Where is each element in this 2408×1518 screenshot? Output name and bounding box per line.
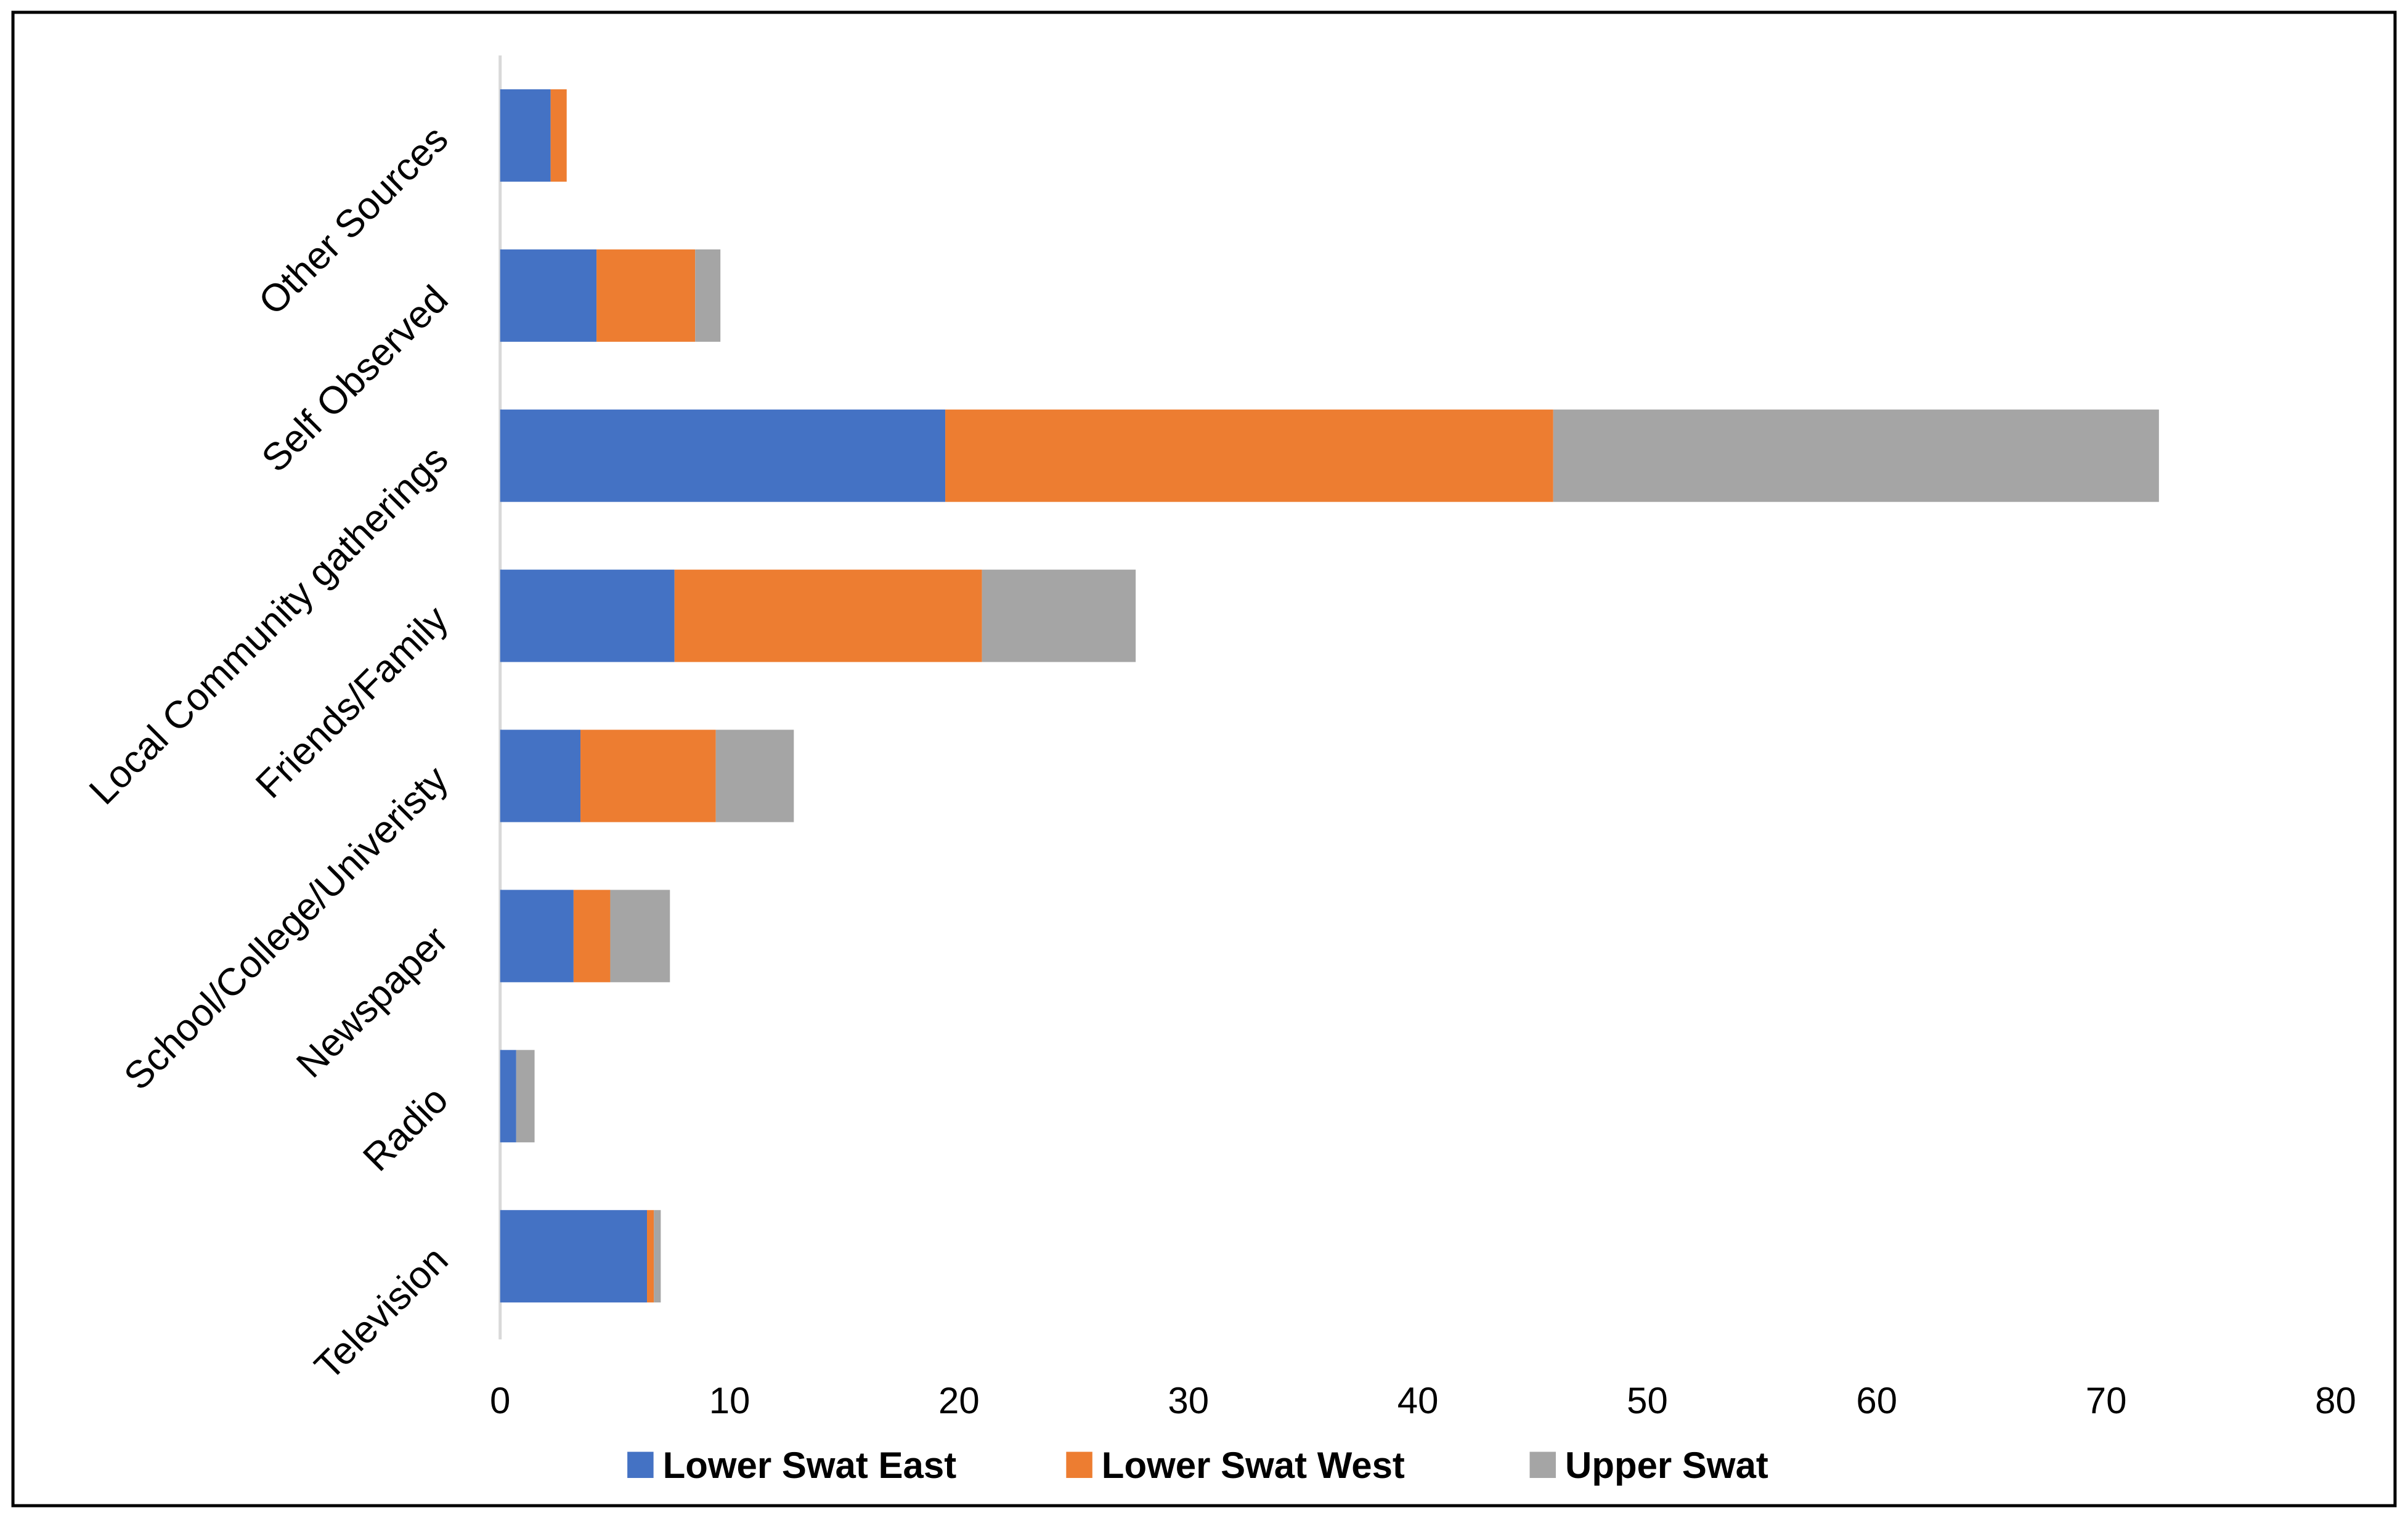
bar-lower-swat-west-friends-family [674, 569, 982, 662]
x-tick-label: 20 [938, 1380, 980, 1421]
bar-upper-swat-local-community-gatherings [1553, 409, 2159, 502]
x-tick-label: 30 [1168, 1380, 1209, 1421]
bar-upper-swat-television [654, 1210, 661, 1303]
legend-swatch [1066, 1451, 1092, 1479]
bar-upper-swat-newspaper [610, 890, 670, 983]
legend-label: Lower Swat West [1102, 1445, 1405, 1486]
x-tick-label: 60 [1856, 1380, 1897, 1421]
bar-lower-swat-east-friends-family [500, 569, 675, 662]
x-tick-label: 70 [2086, 1380, 2127, 1421]
bar-upper-swat-friends-family [982, 569, 1136, 662]
bar-upper-swat-school-college-univeristy [715, 729, 794, 822]
bar-lower-swat-east-school-college-univeristy [500, 729, 581, 822]
chart-border [11, 10, 2397, 1508]
legend: Lower Swat East Lower Swat West Upper Swat [627, 1445, 1768, 1486]
bar-upper-swat-radio [516, 1050, 535, 1143]
x-tick-label: 40 [1397, 1380, 1439, 1421]
legend-swatch [627, 1451, 654, 1479]
x-tick-label: 10 [709, 1380, 750, 1421]
bar-lower-swat-west-local-community-gatherings [945, 409, 1553, 502]
legend-label: Lower Swat East [663, 1445, 957, 1486]
bar-lower-swat-west-newspaper [573, 890, 611, 983]
legend-label: Upper Swat [1565, 1445, 1768, 1486]
bar-lower-swat-west-other-sources [550, 89, 567, 182]
bar-upper-swat-self-observed [695, 249, 721, 342]
bar-lower-swat-east-television [500, 1210, 648, 1303]
bar-lower-swat-west-self-observed [596, 249, 696, 342]
bar-lower-swat-east-self-observed [500, 249, 597, 342]
bar-lower-swat-east-other-sources [500, 89, 551, 182]
x-tick-label: 0 [490, 1380, 510, 1421]
bar-lower-swat-west-television [647, 1210, 654, 1303]
bar-lower-swat-west-school-college-univeristy [580, 729, 716, 822]
bar-lower-swat-east-local-community-gatherings [500, 409, 946, 502]
bar-lower-swat-east-radio [500, 1050, 516, 1143]
x-tick-label: 80 [2315, 1380, 2356, 1421]
bar-lower-swat-east-newspaper [500, 890, 574, 983]
legend-swatch [1529, 1451, 1556, 1479]
x-tick-label: 50 [1627, 1380, 1668, 1421]
